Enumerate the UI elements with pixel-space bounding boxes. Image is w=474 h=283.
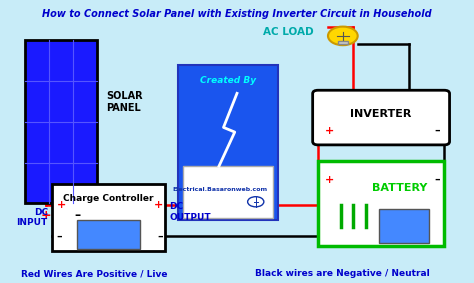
Text: How to Connect Solar Panel with Existing Inverter Circuit in Household: How to Connect Solar Panel with Existing… xyxy=(42,9,432,19)
Text: –: – xyxy=(157,231,163,241)
Text: SOLAR
PANEL: SOLAR PANEL xyxy=(106,91,143,113)
Text: –: – xyxy=(434,175,440,185)
Text: Red Wires Are Positive / Live: Red Wires Are Positive / Live xyxy=(21,269,167,278)
Text: –: – xyxy=(74,209,80,222)
Text: –: – xyxy=(57,231,63,241)
Text: +: + xyxy=(325,175,334,185)
Circle shape xyxy=(328,27,358,45)
Text: Charge Controller: Charge Controller xyxy=(64,194,154,203)
Text: DC
OUTPUT: DC OUTPUT xyxy=(169,202,211,222)
Text: +: + xyxy=(325,126,334,136)
FancyBboxPatch shape xyxy=(25,40,97,203)
Text: Electrical.Basaronweb.com: Electrical.Basaronweb.com xyxy=(173,187,268,192)
FancyBboxPatch shape xyxy=(338,41,348,44)
Text: +: + xyxy=(57,200,66,210)
Text: Created By: Created By xyxy=(200,76,256,85)
FancyBboxPatch shape xyxy=(379,209,429,243)
FancyBboxPatch shape xyxy=(77,220,140,248)
Text: DC
INPUT: DC INPUT xyxy=(17,208,48,227)
Text: INVERTER: INVERTER xyxy=(350,109,412,119)
FancyBboxPatch shape xyxy=(318,161,444,246)
Text: AC LOAD: AC LOAD xyxy=(264,27,314,37)
Text: BATTERY: BATTERY xyxy=(373,183,428,193)
Text: +: + xyxy=(40,209,51,222)
FancyBboxPatch shape xyxy=(52,184,165,251)
FancyBboxPatch shape xyxy=(178,65,278,220)
Text: +: + xyxy=(154,200,163,210)
FancyBboxPatch shape xyxy=(313,90,449,145)
FancyBboxPatch shape xyxy=(183,166,273,218)
Text: –: – xyxy=(434,126,440,136)
Text: Black wires are Negative / Neutral: Black wires are Negative / Neutral xyxy=(255,269,430,278)
